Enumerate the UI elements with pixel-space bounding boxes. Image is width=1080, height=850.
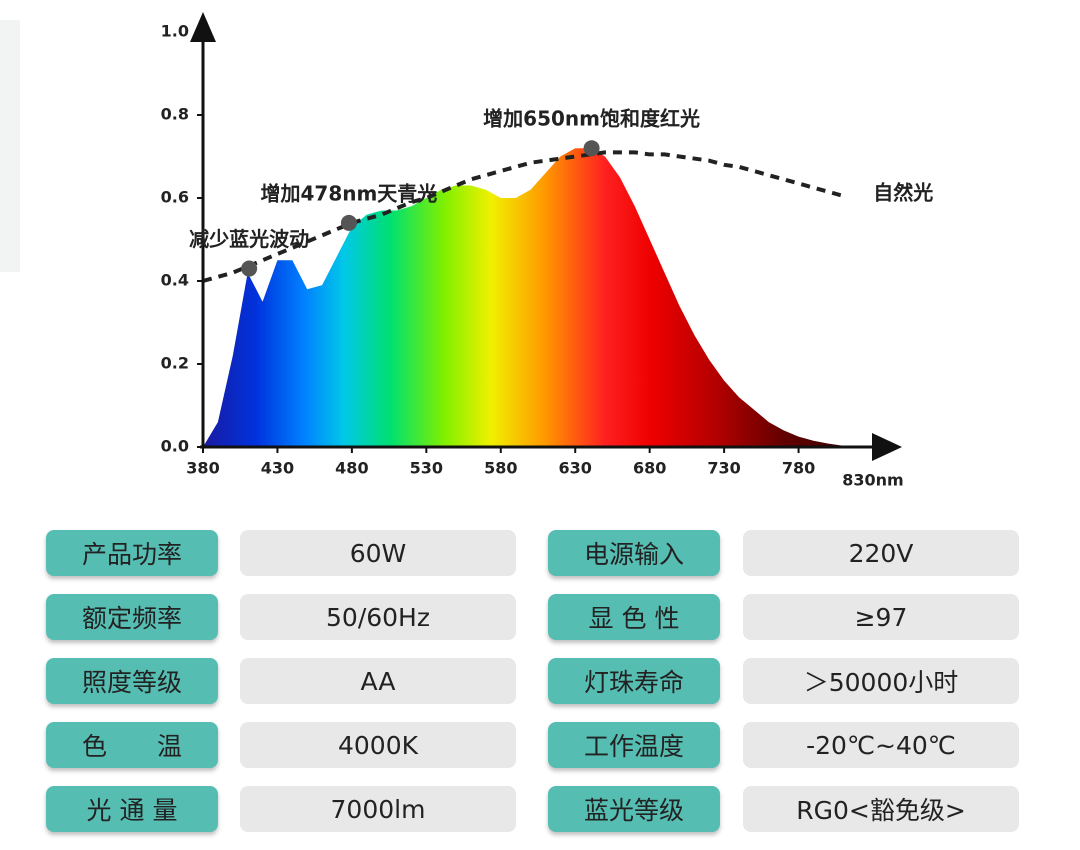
natural-light-line [202, 150, 844, 283]
spec-label: 电源输入 [548, 530, 720, 576]
spec-value: AA [240, 658, 516, 704]
spec-value: ＞50000小时 [743, 658, 1019, 704]
spec-value: 60W [240, 530, 516, 576]
y-tick-label: 0.4 [161, 271, 189, 290]
spec-label: 产品功率 [46, 530, 218, 576]
x-tick-label: 380 [186, 459, 219, 478]
annotation-marker [241, 260, 258, 277]
x-arrow [872, 433, 902, 461]
annotation: 减少蓝光波动 [189, 227, 309, 251]
spec-value: -20℃~40℃ [743, 722, 1019, 768]
spec-label: 额定频率 [46, 594, 218, 640]
annotation-marker [340, 214, 357, 231]
x-tick-label: 630 [559, 459, 592, 478]
spec-label: 工作温度 [548, 722, 720, 768]
side-image [0, 20, 20, 272]
x-tick-label: 730 [707, 459, 740, 478]
annotation: 增加478nm天青光 [260, 181, 437, 205]
annotation: 增加650nm饱和度红光 [483, 107, 700, 131]
series-label: 自然光 [873, 180, 933, 204]
y-tick-label: 0.2 [161, 354, 189, 373]
x-tick-label: 580 [484, 459, 517, 478]
spec-value: ≥97 [743, 594, 1019, 640]
spec-value: 4000K [240, 722, 516, 768]
x-tick-label: 530 [410, 459, 443, 478]
x-tick-label: 680 [633, 459, 666, 478]
y-tick-label: 0.6 [161, 188, 189, 207]
spec-label: 光 通 量 [46, 786, 218, 832]
spec-value: RG0<豁免级> [743, 786, 1019, 832]
spec-label: 显 色 性 [548, 594, 720, 640]
spec-value: 7000lm [240, 786, 516, 832]
x-tick-label: 830nm [842, 471, 903, 490]
y-arrow [190, 12, 216, 42]
annotation-marker [583, 140, 600, 157]
spectrum-area [203, 148, 859, 447]
spec-label: 色 温 [46, 722, 218, 768]
x-tick-label: 780 [782, 459, 815, 478]
y-tick-label: 0.8 [161, 105, 189, 124]
chart: 0.0 0.2 0.4 0.6 0.8 1.0 380 430 480 530 580 630 680 7… [0, 12, 933, 490]
y-tick-label: 0.0 [161, 437, 189, 456]
spec-label: 照度等级 [46, 658, 218, 704]
x-tick-label: 430 [261, 459, 294, 478]
spec-value: 50/60Hz [240, 594, 516, 640]
spec-value: 220V [743, 530, 1019, 576]
spec-label: 灯珠寿命 [548, 658, 720, 704]
x-tick-label: 480 [335, 459, 368, 478]
y-tick-label: 1.0 [161, 22, 189, 41]
spec-label: 蓝光等级 [548, 786, 720, 832]
